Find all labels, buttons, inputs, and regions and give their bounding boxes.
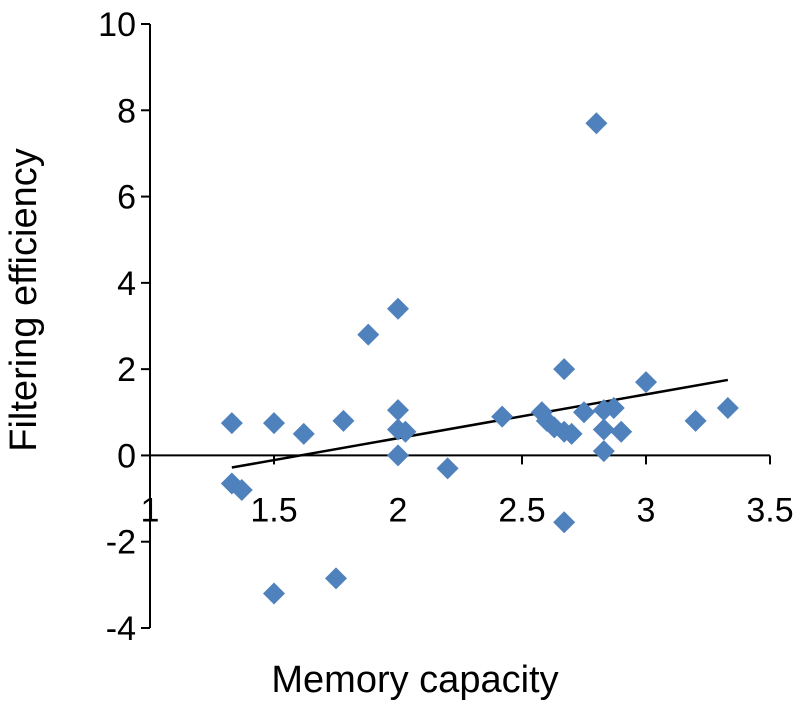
trendline — [231, 378, 729, 469]
data-point — [436, 457, 459, 480]
data-point — [585, 112, 608, 135]
data-point — [332, 409, 355, 432]
data-point — [560, 422, 583, 445]
data-points-layer — [220, 112, 739, 605]
x-tick-label: 2 — [389, 491, 408, 529]
data-point — [573, 401, 595, 424]
x-tick-label: 3.5 — [746, 491, 793, 529]
data-point — [263, 582, 285, 605]
y-tick-label: -4 — [106, 610, 136, 648]
y-tick-label: 0 — [117, 437, 136, 475]
data-point — [387, 399, 409, 422]
x-axis-title: Memory capacity — [271, 659, 558, 701]
x-tick-label: 1 — [141, 491, 160, 529]
y-tick-label: 10 — [98, 6, 136, 44]
data-point — [553, 358, 576, 381]
data-point — [592, 440, 615, 463]
data-point — [635, 371, 657, 394]
y-tick-label: 8 — [117, 92, 136, 130]
data-point — [610, 420, 633, 443]
y-tick-label: 6 — [117, 179, 136, 217]
data-point — [325, 567, 347, 590]
data-point — [220, 412, 243, 435]
y-axis-title: Filtering efficiency — [3, 148, 45, 451]
y-tick-label: 4 — [117, 265, 136, 303]
data-point — [263, 412, 285, 435]
data-point — [357, 323, 380, 346]
data-point — [292, 422, 315, 445]
x-tick-label: 2.5 — [498, 491, 545, 529]
data-point — [716, 396, 739, 419]
data-point — [394, 420, 417, 443]
y-axis: -4 -2 0 2 4 6 8 10 — [98, 6, 151, 648]
data-point — [230, 478, 253, 501]
x-tick-label: 1.5 — [250, 491, 297, 529]
data-point — [602, 396, 625, 419]
x-tick-label: 3 — [637, 491, 656, 529]
data-point — [387, 444, 409, 467]
data-point — [387, 297, 409, 320]
data-point — [553, 511, 576, 534]
y-tick-label: 2 — [117, 351, 136, 389]
data-point — [491, 405, 514, 428]
data-point — [592, 418, 615, 441]
y-tick-label: -2 — [106, 524, 136, 562]
x-axis: 1 1.5 2 2.5 3 3.5 — [141, 454, 794, 529]
trendline-layer — [231, 378, 729, 469]
data-point — [684, 409, 707, 432]
